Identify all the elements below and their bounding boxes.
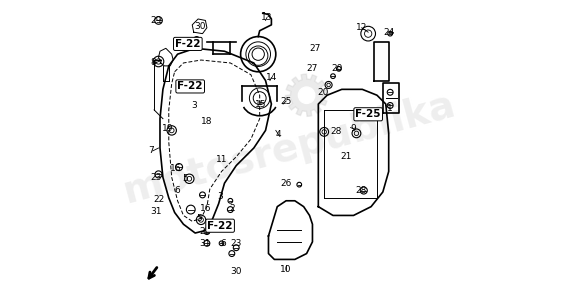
Text: F-22: F-22: [175, 39, 201, 49]
Text: 27: 27: [306, 64, 317, 73]
Text: 5: 5: [197, 214, 202, 223]
Text: 22: 22: [200, 227, 211, 236]
Text: 29: 29: [150, 16, 161, 25]
Text: 21: 21: [340, 152, 352, 161]
Text: 3: 3: [217, 192, 223, 201]
Text: 16: 16: [199, 204, 211, 213]
Text: 30: 30: [194, 22, 205, 31]
Circle shape: [298, 87, 315, 103]
Text: 6: 6: [174, 186, 180, 195]
Text: 25: 25: [280, 96, 292, 106]
Text: 1: 1: [387, 104, 393, 113]
Text: 11: 11: [216, 155, 227, 164]
Text: 20: 20: [317, 88, 328, 97]
Text: 16: 16: [171, 164, 182, 173]
Text: 28: 28: [330, 127, 342, 136]
Text: 30: 30: [231, 267, 242, 276]
Text: 28: 28: [355, 186, 366, 195]
Text: 31: 31: [151, 207, 162, 215]
Text: 31: 31: [199, 239, 211, 248]
Text: 19: 19: [162, 124, 173, 133]
Text: 23: 23: [231, 239, 242, 248]
Text: motosrepublika: motosrepublika: [118, 85, 460, 211]
Text: 12: 12: [356, 23, 368, 32]
Text: F-22: F-22: [208, 221, 233, 231]
Text: 9: 9: [351, 124, 357, 133]
Text: 6: 6: [220, 239, 226, 248]
Text: 2: 2: [229, 204, 235, 213]
Text: 10: 10: [280, 265, 292, 274]
Text: F-22: F-22: [177, 81, 203, 91]
Text: 5: 5: [182, 174, 188, 183]
Text: 24: 24: [384, 28, 395, 37]
Text: 20: 20: [332, 64, 343, 73]
Text: 3: 3: [191, 101, 197, 110]
Text: 14: 14: [266, 73, 277, 82]
Text: 27: 27: [310, 44, 321, 53]
Text: 18: 18: [201, 117, 213, 126]
Polygon shape: [286, 74, 328, 116]
Text: 15: 15: [255, 99, 267, 109]
Text: 8: 8: [151, 59, 157, 67]
Text: 26: 26: [280, 179, 292, 188]
Text: 4: 4: [276, 130, 281, 139]
Text: 7: 7: [148, 147, 154, 155]
Text: 23: 23: [150, 173, 161, 182]
Text: F-25: F-25: [355, 109, 381, 119]
Text: 22: 22: [153, 195, 164, 204]
Text: 13: 13: [261, 13, 273, 22]
